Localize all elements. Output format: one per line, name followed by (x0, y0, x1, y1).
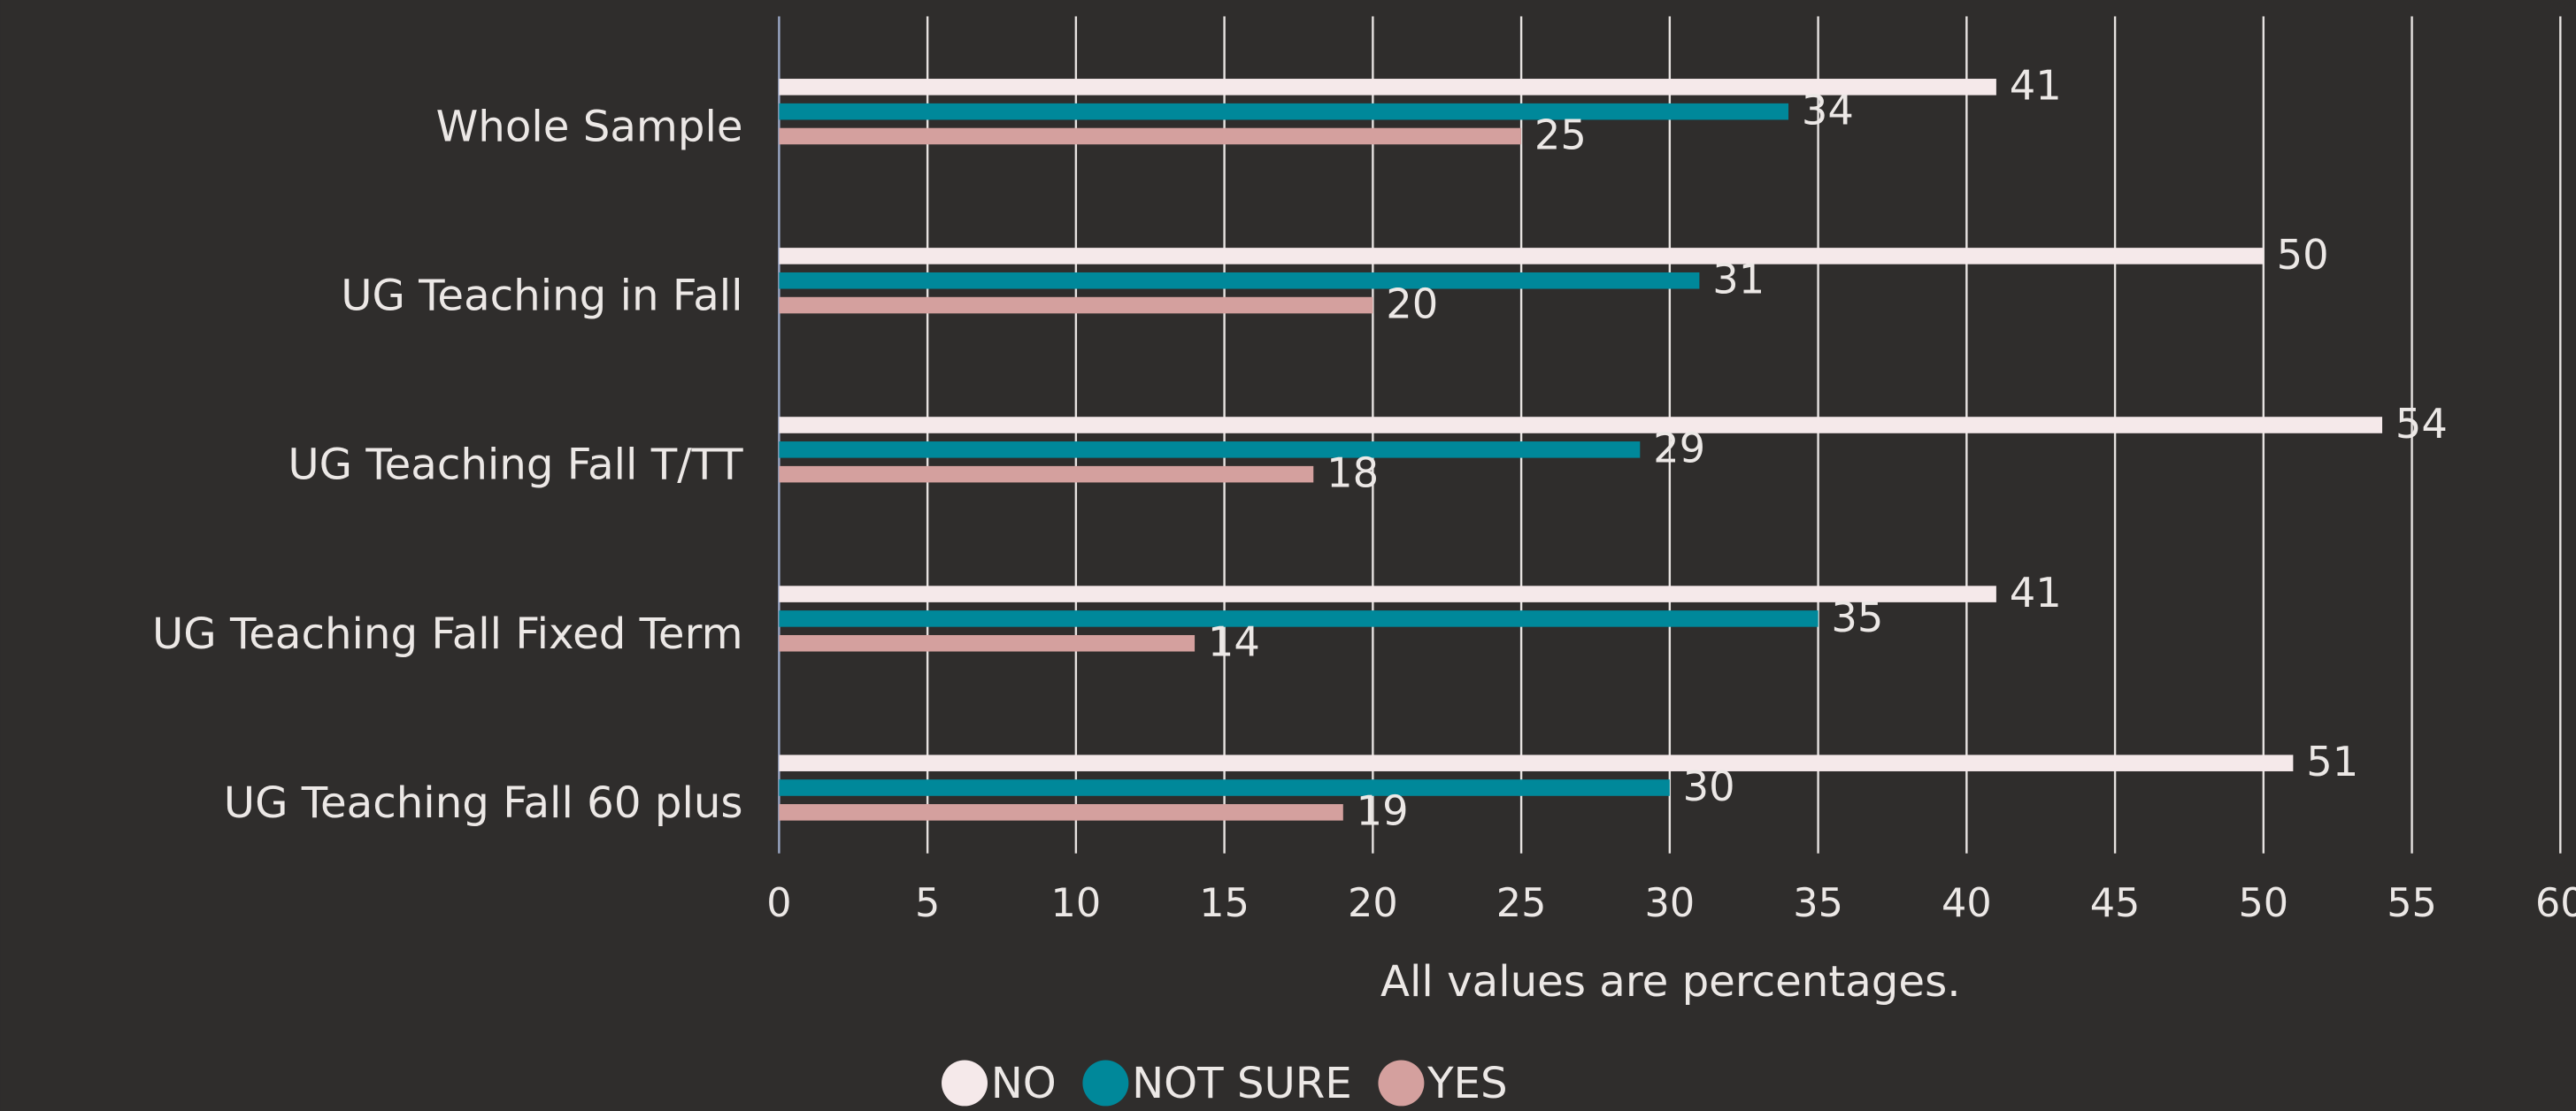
x-tick-label: 35 (1793, 881, 1843, 926)
bar (779, 272, 1700, 289)
data-label: 25 (1534, 111, 1587, 158)
x-tick-label: 0 (766, 881, 791, 926)
x-tick-label: 40 (1942, 881, 1992, 926)
bar (779, 417, 2383, 433)
x-tick-label: 60 (2535, 881, 2576, 926)
data-label: 50 (2277, 231, 2329, 279)
bar (779, 634, 1196, 652)
legend-label: NOT SURE (1132, 1059, 1352, 1108)
data-label: 41 (2010, 569, 2062, 617)
bar (779, 103, 1789, 120)
category-label: UG Teaching in Fall (341, 272, 742, 321)
data-label: 41 (2010, 62, 2062, 110)
legend-swatch (942, 1060, 988, 1107)
x-tick-label: 55 (2387, 881, 2437, 926)
legend-label: NO (991, 1059, 1057, 1108)
legend-label: YES (1426, 1059, 1508, 1108)
category-label: UG Teaching Fall T/TT (288, 441, 743, 490)
category-label: UG Teaching Fall 60 plus (224, 778, 743, 828)
data-label: 54 (2395, 400, 2448, 448)
data-label: 30 (1683, 762, 1735, 810)
bar (779, 779, 1670, 796)
data-label: 31 (1712, 256, 1765, 303)
bar (779, 248, 2264, 264)
x-tick-label: 20 (1348, 881, 1398, 926)
category-label: UG Teaching Fall Fixed Term (152, 609, 743, 659)
bar (779, 127, 1522, 145)
bar (779, 755, 2294, 771)
x-tick-label: 30 (1645, 881, 1696, 926)
bar (779, 610, 1819, 627)
x-tick-label: 10 (1051, 881, 1102, 926)
bar (779, 586, 1996, 602)
bar (779, 79, 1996, 96)
data-label: 51 (2306, 738, 2358, 785)
x-axis-label: All values are percentages. (1380, 957, 1961, 1007)
bar (779, 465, 1314, 483)
data-label: 34 (1802, 87, 1854, 134)
bar (779, 441, 1641, 458)
data-label: 19 (1357, 787, 1409, 835)
data-label: 20 (1386, 280, 1438, 327)
x-tick-label: 15 (1199, 881, 1250, 926)
data-label: 14 (1208, 618, 1260, 666)
x-tick-label: 45 (2090, 881, 2141, 926)
data-label: 35 (1831, 594, 1883, 641)
x-tick-label: 25 (1496, 881, 1547, 926)
bar (779, 804, 1343, 821)
data-label: 18 (1326, 449, 1379, 497)
x-tick-label: 5 (915, 881, 940, 926)
data-label: 29 (1653, 425, 1705, 472)
x-tick-label: 50 (2238, 881, 2288, 926)
legend-swatch (1082, 1060, 1129, 1107)
legend-swatch (1378, 1060, 1425, 1107)
category-label: Whole Sample (436, 103, 743, 152)
bar (779, 296, 1373, 314)
